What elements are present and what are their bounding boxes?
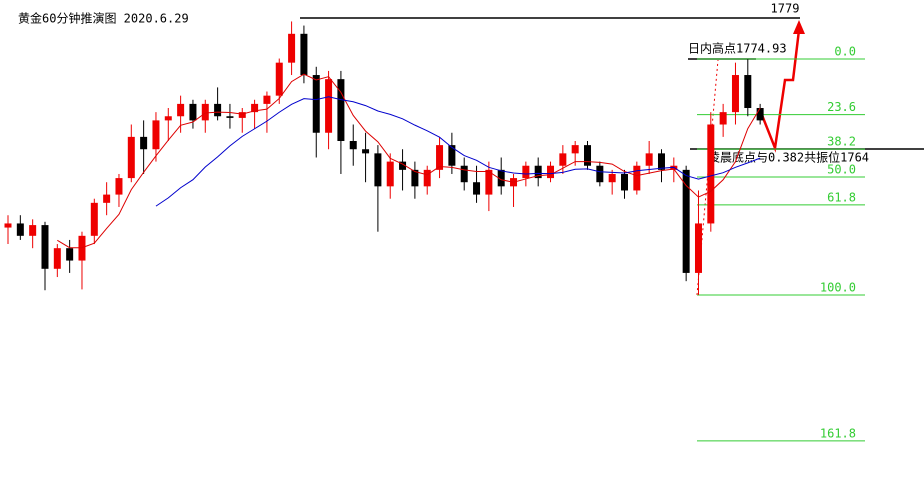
candle-body — [362, 149, 370, 154]
candle-body — [164, 116, 172, 121]
fib-label: 161.8 — [820, 426, 856, 440]
candle-body — [522, 165, 530, 179]
moving-average — [57, 73, 761, 249]
candle-body — [29, 225, 37, 236]
candle-body — [238, 112, 246, 118]
candle-body — [288, 33, 296, 63]
annotation: 凌晨底点与0.382共振位1764 — [708, 150, 869, 165]
candle-body — [300, 33, 308, 76]
candle-body — [485, 169, 493, 195]
candle-body — [719, 112, 727, 125]
candle-body — [103, 194, 111, 203]
candle-body — [645, 153, 653, 166]
fib-anchor-line — [696, 59, 719, 296]
candle-body — [547, 165, 555, 179]
candle-body — [633, 165, 641, 191]
candle-body — [214, 103, 222, 117]
candle-body — [436, 145, 444, 170]
candle-body — [584, 145, 592, 166]
candle-body — [177, 103, 185, 117]
candle-body — [399, 161, 407, 170]
candle-body — [275, 62, 283, 96]
moving-average — [155, 96, 761, 207]
candle-body — [596, 165, 604, 183]
fib-label: 0.0 — [834, 44, 856, 58]
candle-body — [16, 223, 24, 236]
candle-body — [744, 75, 752, 109]
fib-label: 38.2 — [827, 135, 856, 149]
candle-body — [608, 173, 616, 183]
candle-body — [349, 140, 357, 150]
candle-body — [152, 120, 160, 150]
candle-body — [621, 173, 628, 191]
candle-body — [374, 153, 382, 187]
candle-body — [325, 79, 333, 133]
fib-label: 23.6 — [827, 100, 856, 114]
candle-body — [90, 202, 98, 236]
arrow-head — [793, 20, 805, 34]
candle-body — [534, 165, 542, 179]
fib-label: 61.8 — [827, 190, 856, 204]
candle-body — [386, 161, 394, 187]
candle-body — [756, 108, 764, 121]
candle-body — [226, 116, 234, 118]
candle-body — [127, 136, 135, 179]
candle-body — [682, 169, 690, 273]
candle-body — [263, 95, 271, 104]
candle-body — [423, 169, 431, 187]
candle-body — [657, 153, 665, 170]
candle-body — [707, 124, 715, 224]
candle-body — [731, 75, 739, 113]
forecast-arrow — [758, 29, 801, 153]
candle-body — [411, 169, 419, 187]
candle-body — [140, 136, 148, 150]
annotation: 1779 — [771, 2, 800, 16]
candle-body — [53, 248, 61, 269]
candle-body — [460, 165, 468, 183]
candle-body — [251, 103, 259, 113]
candle-body — [448, 145, 456, 166]
candle-body — [473, 182, 481, 195]
candle-body — [115, 178, 123, 195]
candle-body — [189, 103, 197, 121]
chart-title: 黄金60分钟推演图 2020.6.29 — [18, 11, 189, 26]
candle-body — [4, 223, 12, 228]
candle-body — [41, 225, 49, 269]
candle-body — [66, 248, 74, 261]
candle-body — [694, 223, 702, 273]
annotation: 日内高点1774.93 — [688, 41, 787, 56]
candle-body — [497, 169, 505, 187]
fib-label: 100.0 — [820, 280, 856, 294]
candle-body — [201, 103, 209, 121]
candle-body — [571, 145, 579, 154]
candle-body — [559, 153, 567, 166]
fib-label: 50.0 — [827, 162, 856, 176]
candle-body — [312, 75, 320, 133]
candle-body — [337, 79, 345, 141]
